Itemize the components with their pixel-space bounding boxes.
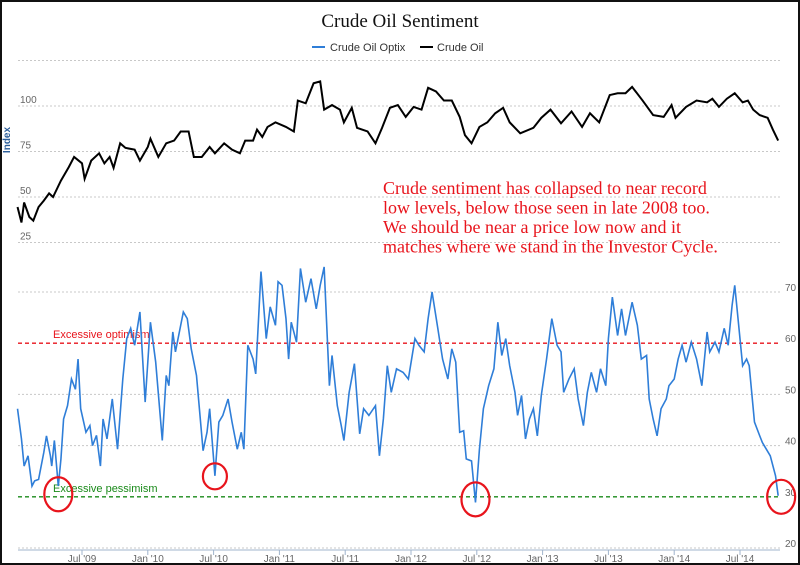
upper-y-tick-label: 25 <box>20 232 32 243</box>
upper-y-axis-label: Index <box>2 127 13 154</box>
annotation-text-line: matches where we stand in the Investor C… <box>383 237 718 257</box>
low-highlight-circle <box>460 481 491 518</box>
lower-y-tick-label: 70 <box>785 283 797 294</box>
legend-crude-label[interactable]: Crude Oil <box>437 42 483 54</box>
lower-y-tick-label: 20 <box>785 539 797 550</box>
lower-y-tick-label: 50 <box>785 385 797 396</box>
x-tick-label: Jan '14 <box>658 554 690 565</box>
low-highlight-circle <box>766 478 797 515</box>
lower-y-tick-label: 60 <box>785 334 797 345</box>
x-tick-label: Jul '12 <box>463 554 492 565</box>
x-tick-label: Jan '13 <box>527 554 559 565</box>
x-tick-label: Jul '11 <box>331 554 359 565</box>
x-tick-label: Jan '10 <box>132 554 164 565</box>
lower-y-tick-label: 30 <box>785 488 797 499</box>
low-highlight-circle <box>43 476 74 513</box>
x-tick-label: Jan '11 <box>264 554 296 565</box>
legend: Crude Oil Optix Crude Oil <box>312 42 483 54</box>
upper-y-tick-label: 50 <box>20 186 32 197</box>
upper-y-tick-label: 100 <box>20 95 37 106</box>
annotation-text-line: low levels, below those seen in late 200… <box>383 198 710 218</box>
crude-oil-optix-line <box>16 266 779 503</box>
x-tick-label: Jul '10 <box>199 554 228 565</box>
upper-y-tick-label: 75 <box>20 141 32 152</box>
pessimism-label: Excessive pessimism <box>53 483 158 495</box>
x-tick-label: Jan '12 <box>395 554 427 565</box>
low-highlight-circle <box>201 462 229 491</box>
x-tick-label: Jul '13 <box>594 554 623 565</box>
chart-title: Crude Oil Sentiment <box>321 11 479 32</box>
x-tick-label: Jul '14 <box>726 554 755 565</box>
legend-optix-label[interactable]: Crude Oil Optix <box>330 42 406 54</box>
lower-y-tick-label: 40 <box>785 437 797 448</box>
optimism-label: Excessive optimism <box>53 329 150 341</box>
x-tick-label: Jul '09 <box>68 554 97 565</box>
annotation-text-line: Crude sentiment has collapsed to near re… <box>383 178 707 198</box>
crude-oil-line <box>16 80 780 223</box>
annotation-text-line: We should be near a price low now and it <box>383 217 681 237</box>
